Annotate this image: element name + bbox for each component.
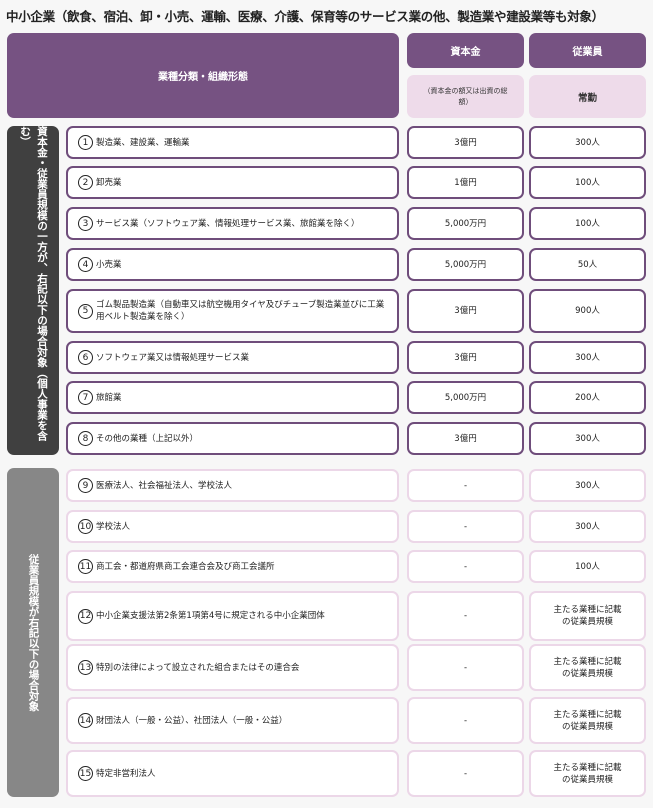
row-category: 6 ソフトウェア業又は情報処理サービス業 — [66, 341, 399, 374]
row-employees: 主たる業種に記載の従業員規模 — [529, 591, 646, 641]
row-name: 特別の法律によって設立された組合またはその連合会 — [96, 662, 300, 673]
row-number: 9 — [78, 478, 93, 493]
row-capital: 3億円 — [407, 126, 524, 159]
row-name: 特定非営利法人 — [96, 768, 156, 779]
row-employees: 主たる業種に記載の従業員規模 — [529, 750, 646, 797]
header-employees-note: 常勤 — [529, 75, 646, 118]
row-name: 中小企業支援法第2条第1項第4号に規定される中小企業団体 — [96, 611, 325, 621]
row-number: 15 — [78, 766, 93, 781]
row-employees: 100人 — [529, 550, 646, 583]
row-category: 5 ゴム製品製造業（自動車又は航空機用タイヤ及びチューブ製造業並びに工業用ベルト… — [66, 289, 399, 333]
row-category: 10 学校法人 — [66, 510, 399, 543]
row-capital: 5,000万円 — [407, 381, 524, 414]
row-employees: 300人 — [529, 510, 646, 543]
row-number: 13 — [78, 660, 93, 675]
row-category: 3 サービス業（ソフトウェア業、情報処理サービス業、旅館業を除く） — [66, 207, 399, 240]
row-category: 12 中小企業支援法第2条第1項第4号に規定される中小企業団体 — [66, 591, 399, 641]
row-name: 学校法人 — [96, 521, 131, 532]
row-name: 医療法人、社会福祉法人、学校法人 — [96, 480, 233, 491]
row-number: 8 — [78, 431, 93, 446]
row-number: 6 — [78, 350, 93, 365]
row-capital: - — [407, 644, 524, 691]
row-category: 1 製造業、建設業、運輸業 — [66, 126, 399, 159]
row-number: 11 — [78, 559, 93, 574]
header-employees: 従業員 — [529, 33, 646, 68]
row-name: 卸売業 — [96, 177, 122, 188]
row-name: 財団法人（一般・公益）、社団法人（一般・公益） — [96, 715, 288, 726]
row-name: ゴム製品製造業（自動車又は航空機用タイヤ及びチューブ製造業並びに工業用ベルト製造… — [96, 300, 385, 322]
row-employees: 100人 — [529, 207, 646, 240]
row-name: サービス業（ソフトウェア業、情報処理サービス業、旅館業を除く） — [96, 218, 360, 229]
row-capital: 1億円 — [407, 166, 524, 199]
group1-label: 資本金・従業員規模の一方が、右記以下の場合対象（個人事業を含む） — [7, 126, 59, 455]
header-capital-note: （資本金の額又は出資の総額） — [407, 75, 524, 118]
row-category: 15 特定非営利法人 — [66, 750, 399, 797]
row-number: 12 — [78, 608, 93, 624]
row-employees: 300人 — [529, 422, 646, 455]
row-name: 小売業 — [96, 259, 122, 270]
row-employees: 200人 — [529, 381, 646, 414]
row-category: 11 商工会・都道府県商工会連合会及び商工会議所 — [66, 550, 399, 583]
row-number: 1 — [78, 135, 93, 150]
row-category: 14 財団法人（一般・公益）、社団法人（一般・公益） — [66, 697, 399, 744]
header-capital: 資本金 — [407, 33, 524, 68]
row-name: 商工会・都道府県商工会連合会及び商工会議所 — [96, 561, 275, 572]
row-capital: - — [407, 550, 524, 583]
row-number: 5 — [78, 303, 93, 319]
page-title: 中小企業（飲食、宿泊、卸・小売、運輸、医療、介護、保育等のサービス業の他、製造業… — [6, 9, 604, 24]
row-capital: 3億円 — [407, 422, 524, 455]
row-number: 14 — [78, 713, 93, 728]
row-category: 13 特別の法律によって設立された組合またはその連合会 — [66, 644, 399, 691]
row-employees: 300人 — [529, 469, 646, 502]
row-employees: 主たる業種に記載の従業員規模 — [529, 644, 646, 691]
row-capital: 3億円 — [407, 289, 524, 333]
row-number: 10 — [78, 519, 93, 534]
row-capital: - — [407, 750, 524, 797]
row-category: 7 旅館業 — [66, 381, 399, 414]
row-capital: 3億円 — [407, 341, 524, 374]
row-capital: - — [407, 697, 524, 744]
header-category: 業種分類・組織形態 — [7, 33, 399, 118]
row-number: 7 — [78, 390, 93, 405]
group2-label: 従業員規模が右記以下の場合対象 — [7, 468, 59, 797]
row-name: ソフトウェア業又は情報処理サービス業 — [96, 352, 250, 363]
row-capital: 5,000万円 — [407, 248, 524, 281]
row-employees: 100人 — [529, 166, 646, 199]
row-name: 製造業、建設業、運輸業 — [96, 137, 190, 148]
row-category: 9 医療法人、社会福祉法人、学校法人 — [66, 469, 399, 502]
row-capital: 5,000万円 — [407, 207, 524, 240]
row-capital: - — [407, 469, 524, 502]
row-category: 8 その他の業種（上記以外） — [66, 422, 399, 455]
row-employees: 300人 — [529, 126, 646, 159]
row-category: 2 卸売業 — [66, 166, 399, 199]
row-number: 2 — [78, 175, 93, 190]
row-employees: 主たる業種に記載の従業員規模 — [529, 697, 646, 744]
row-employees: 900人 — [529, 289, 646, 333]
row-category: 4 小売業 — [66, 248, 399, 281]
row-name: その他の業種（上記以外） — [96, 433, 199, 444]
row-name: 旅館業 — [96, 392, 122, 403]
row-employees: 300人 — [529, 341, 646, 374]
row-number: 4 — [78, 257, 93, 272]
row-capital: - — [407, 510, 524, 543]
row-capital: - — [407, 591, 524, 641]
row-employees: 50人 — [529, 248, 646, 281]
row-number: 3 — [78, 216, 93, 231]
